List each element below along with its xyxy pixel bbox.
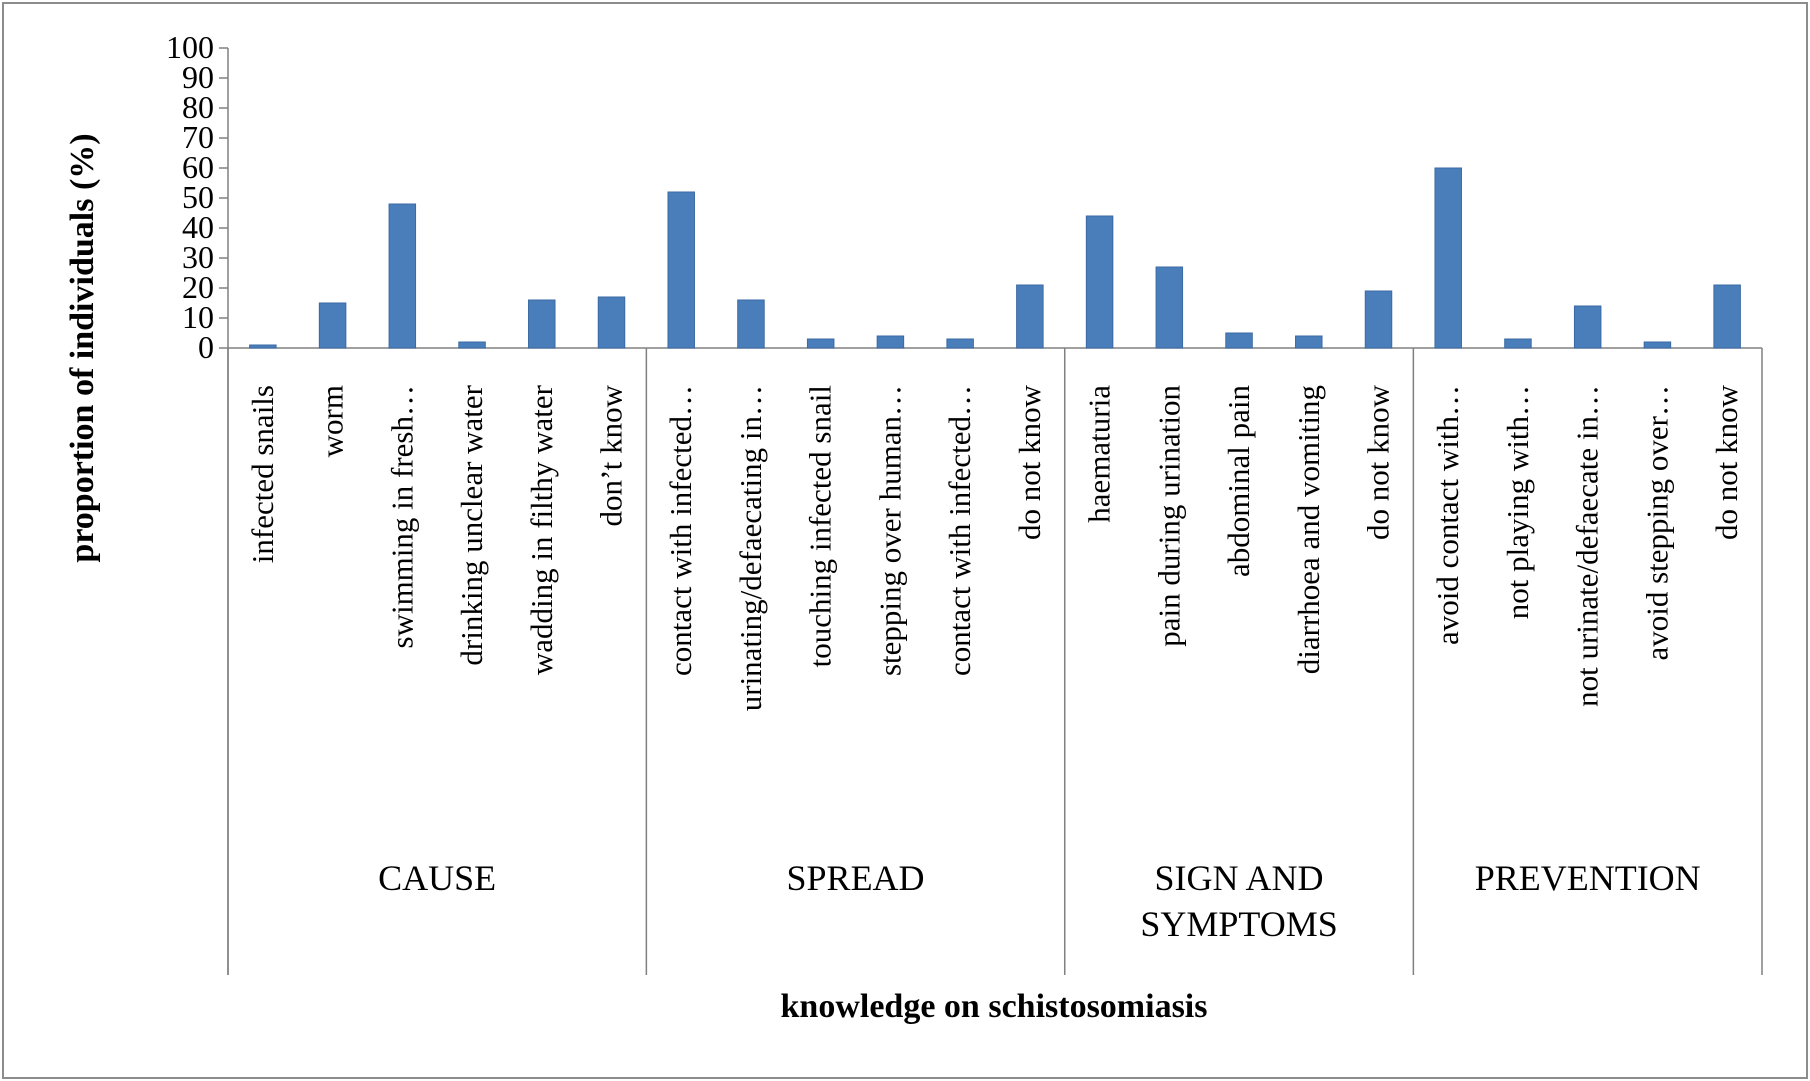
category-label: don’t know: [594, 384, 629, 526]
y-tick-label: 90: [182, 59, 214, 95]
category-label: contact with infected…: [942, 385, 977, 676]
x-axis-title: knowledge on schistosomiasis: [781, 988, 1208, 1025]
bar: [249, 344, 277, 349]
category-label: not playing with…: [1500, 385, 1535, 619]
category-label: stepping over human…: [872, 385, 907, 676]
category-label: infected snails: [245, 385, 280, 563]
category-label: touching infected snail: [803, 385, 838, 667]
y-tick-label: 60: [182, 149, 214, 185]
category-label: drinking unclear water: [454, 384, 489, 665]
bar: [1573, 305, 1602, 349]
group-label: SPREAD: [787, 858, 925, 898]
group-label: CAUSE: [378, 858, 496, 898]
category-label: pain during urination: [1151, 385, 1186, 647]
bar: [1295, 335, 1323, 349]
bar: [528, 299, 556, 349]
y-axis-title: proportion of individuals (%): [64, 133, 101, 562]
category-label: avoid stepping over…: [1639, 385, 1674, 661]
y-tick-label: 50: [182, 179, 214, 215]
y-tick-label: 0: [198, 329, 214, 365]
y-tick-label: 30: [182, 239, 214, 275]
category-label: urinating/defaecating in…: [733, 385, 768, 711]
group-label: SIGN AND: [1155, 858, 1324, 898]
y-tick-label: 100: [166, 29, 214, 65]
y-tick-label: 80: [182, 89, 214, 125]
bar: [1016, 284, 1044, 349]
category-label: haematuria: [1082, 385, 1117, 523]
bar: [667, 191, 695, 349]
bar: [806, 338, 835, 349]
bar: [388, 203, 417, 349]
bar: [458, 341, 486, 349]
category-label: worm: [315, 385, 350, 457]
group-label: PREVENTION: [1475, 858, 1701, 898]
y-tick-label: 20: [182, 269, 214, 305]
category-label: avoid contact with…: [1430, 385, 1465, 645]
category-label: wadding in filthy water: [524, 384, 559, 675]
bar: [1713, 284, 1741, 349]
category-label: do not know: [1709, 384, 1744, 540]
category-label: do not know: [1361, 384, 1396, 540]
bar: [946, 338, 974, 349]
bar: [737, 299, 765, 349]
category-label: contact with infected…: [663, 385, 698, 676]
group-label: SYMPTOMS: [1140, 904, 1337, 944]
y-tick-label: 10: [182, 299, 214, 335]
bar: [1155, 266, 1184, 349]
bars: [249, 167, 1741, 349]
bar: [1434, 167, 1462, 349]
category-label: not urinate/defaecate in…: [1570, 385, 1605, 707]
y-tick-label: 70: [182, 119, 214, 155]
category-label: swimming in fresh…: [384, 385, 419, 649]
bar: [597, 296, 626, 349]
category-labels: infected snails worm swimming in fresh… dri…: [245, 384, 1744, 711]
category-label: do not know: [1012, 384, 1047, 540]
category-label: diarrhoea and vomiting: [1291, 385, 1326, 674]
bar: [318, 302, 347, 349]
bar: [1085, 215, 1114, 349]
bar: [1225, 332, 1253, 349]
group-labels: CAUSE SPREAD SIGN AND SYMPTOMS PREVENTION: [378, 858, 1701, 944]
category-label: abdominal pain: [1221, 385, 1256, 577]
y-tick-label: 40: [182, 209, 214, 245]
bar: [1643, 341, 1672, 349]
bar: [1364, 290, 1393, 349]
bar: [876, 335, 905, 349]
bar: [1504, 338, 1532, 349]
